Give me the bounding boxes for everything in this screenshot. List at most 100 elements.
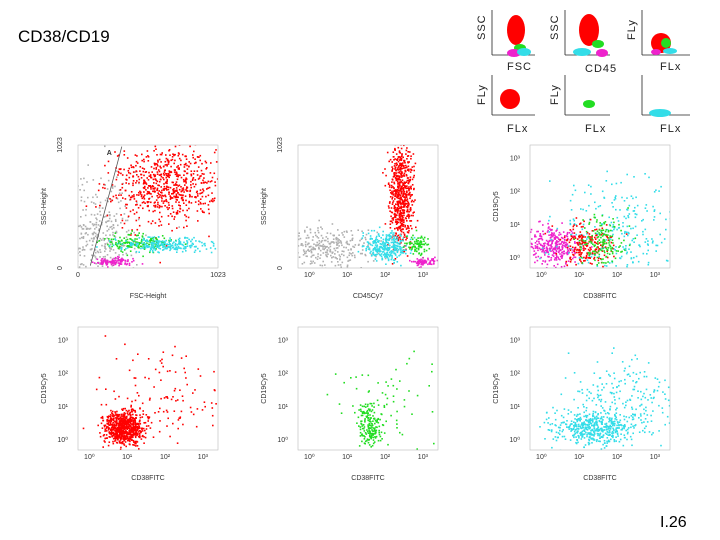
data-point [167,172,170,175]
data-point [403,211,405,214]
data-point [403,186,405,189]
data-point [155,248,157,250]
data-point [396,194,399,196]
data-point [112,431,115,434]
data-point [185,187,188,190]
data-point [112,415,114,418]
data-point [105,403,108,406]
data-point [326,245,328,248]
data-point [400,192,403,194]
data-point [156,241,158,243]
data-point [563,265,566,268]
data-point [275,243,277,245]
data-point [114,243,117,246]
data-point [406,227,408,229]
data-point [379,254,382,257]
data-point [125,432,127,434]
data-point [588,237,591,240]
data-point [141,141,143,143]
data-point [620,255,623,258]
data-point [382,244,384,246]
data-point [403,233,406,236]
series-green [402,229,431,259]
slide-number: I.26 [660,514,687,531]
data-point [420,240,423,243]
data-point [397,177,400,180]
data-point [660,185,662,188]
data-point [99,214,102,216]
data-point [386,239,388,241]
data-point [566,243,569,245]
data-point [200,208,202,210]
data-point [415,262,418,264]
data-point [136,234,138,237]
data-point [325,254,327,256]
data-point [133,231,135,234]
data-point [620,181,622,184]
data-point [85,208,87,211]
data-point [317,253,319,255]
data-point [573,219,575,222]
data-point [547,229,549,232]
data-point [413,174,415,177]
data-point [185,162,187,165]
data-point [392,250,394,253]
data-point [346,265,349,268]
data-point [606,229,609,231]
data-point [403,234,406,236]
data-point [176,184,178,186]
data-point [143,168,146,170]
data-point [619,209,621,211]
data-point [406,185,408,187]
data-point [192,154,194,156]
data-point [600,224,603,227]
data-point [623,248,625,250]
data-point [134,420,137,422]
data-point [158,245,160,247]
data-point [581,236,584,239]
data-point [74,229,76,231]
data-point [563,245,566,247]
data-point [118,433,121,435]
data-point [116,429,118,431]
data-point [111,419,113,421]
data-point [159,194,162,196]
data-point [615,252,618,255]
data-point [60,283,62,285]
data-point [546,248,549,250]
data-point [132,171,135,173]
data-point [411,260,413,263]
data-point [327,253,329,255]
data-point [414,162,417,165]
data-point [141,159,143,162]
data-point [377,250,380,252]
data-point [123,249,126,251]
data-point [136,138,138,140]
data-point [179,389,181,391]
data-point [580,253,582,255]
legend-blob-green [592,40,604,48]
data-point [536,246,539,248]
data-point [390,258,393,261]
data-point [393,159,395,161]
data-point [182,178,185,181]
data-point [604,275,606,277]
data-point [203,401,206,403]
data-point [183,174,185,176]
data-point [374,244,377,246]
data-point [180,159,182,162]
data-point [159,240,162,243]
data-point [409,171,412,173]
data-point [160,242,163,245]
data-point [125,182,127,184]
data-point [644,173,646,175]
data-point [420,252,423,255]
data-point [153,202,156,204]
data-point [405,245,408,247]
data-point [634,213,637,215]
data-point [194,179,197,181]
data-point [173,191,176,194]
data-point [265,242,267,244]
data-point [563,238,566,241]
data-point [149,192,151,195]
